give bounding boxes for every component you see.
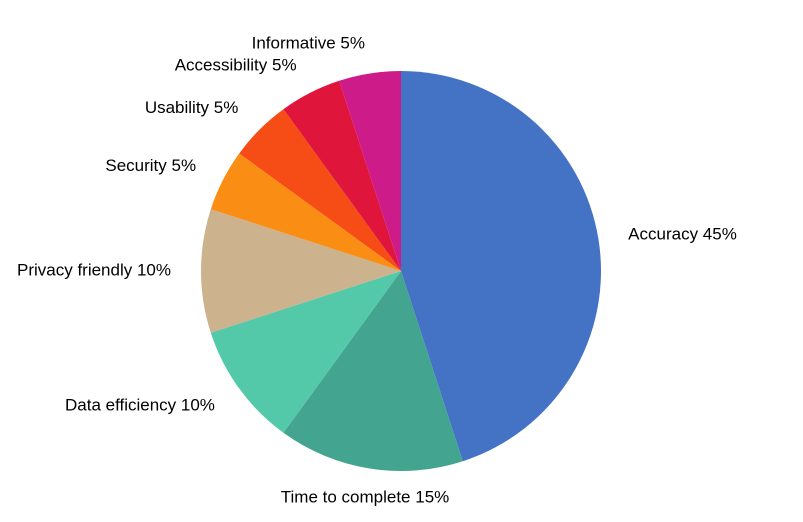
pie-slice-label: Data efficiency 10% xyxy=(65,396,215,415)
pie-slice-label: Security 5% xyxy=(105,156,196,175)
pie-slice-label: Privacy friendly 10% xyxy=(17,260,171,279)
pie-slice-label: Time to complete 15% xyxy=(281,488,450,507)
pie-slice-label: Accessibility 5% xyxy=(175,56,297,75)
pie-slices xyxy=(201,71,601,471)
pie-slice-label: Usability 5% xyxy=(145,98,239,117)
pie-chart: Accuracy 45% Time to complete 15% Data eff… xyxy=(0,0,803,522)
pie-slice-label: Informative 5% xyxy=(252,33,365,52)
pie-slice-label: Accuracy 45% xyxy=(628,225,737,244)
